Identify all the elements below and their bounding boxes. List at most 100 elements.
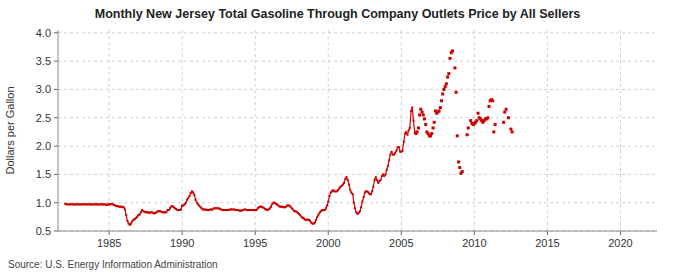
point — [363, 196, 365, 198]
point — [446, 75, 449, 78]
point — [316, 216, 318, 218]
point — [410, 110, 412, 112]
tick-mark — [547, 231, 548, 235]
tick-labels: 0.51.01.52.02.53.03.54.01985199019952000… — [36, 27, 633, 249]
y-tick-label: 0.5 — [36, 225, 51, 237]
point — [511, 130, 514, 133]
point — [403, 141, 405, 143]
point — [424, 123, 427, 126]
tick-mark — [54, 117, 58, 118]
point — [417, 126, 420, 129]
point — [487, 105, 490, 108]
point — [346, 176, 348, 178]
point — [124, 208, 126, 210]
series — [64, 107, 415, 226]
y-tick-label: 3.0 — [36, 83, 51, 95]
point — [187, 197, 189, 199]
point — [327, 201, 329, 203]
point — [461, 170, 464, 173]
grid-line — [109, 30, 110, 231]
point — [466, 133, 469, 136]
grid-line — [255, 30, 256, 231]
point — [412, 120, 414, 122]
tick-mark — [54, 61, 58, 62]
y-axis-label: Dollars per Gallon — [4, 86, 16, 174]
point — [439, 106, 442, 109]
tick-mark — [255, 231, 256, 235]
tick-mark — [182, 231, 183, 235]
point — [328, 195, 330, 197]
grid-line — [58, 117, 657, 118]
series — [414, 49, 513, 174]
point — [123, 206, 125, 208]
point — [411, 107, 413, 109]
point — [406, 134, 408, 136]
grid-line — [58, 89, 657, 90]
grid-line — [328, 30, 329, 231]
point — [315, 219, 317, 221]
point — [125, 214, 127, 216]
grid-line — [58, 146, 657, 147]
point — [453, 66, 456, 69]
tick-mark — [328, 231, 329, 235]
point — [502, 121, 505, 124]
plot-area — [58, 30, 657, 231]
point — [475, 119, 478, 122]
point — [193, 194, 195, 196]
point — [491, 99, 494, 102]
point — [370, 193, 372, 195]
point — [325, 207, 327, 209]
point — [507, 116, 510, 119]
source-note: Source: U.S. Energy Information Administ… — [8, 259, 218, 270]
tick-mark — [54, 231, 58, 232]
x-tick-label: 2010 — [462, 237, 486, 249]
point — [456, 134, 459, 137]
point — [387, 165, 389, 167]
point — [441, 92, 444, 95]
point — [140, 211, 142, 213]
tick-mark — [54, 146, 58, 147]
chart-container: 0.51.01.52.02.53.03.54.01985199019952000… — [0, 0, 675, 275]
point — [438, 109, 441, 112]
x-tick-label: 2000 — [316, 237, 340, 249]
point — [270, 206, 272, 208]
point — [467, 126, 470, 129]
point — [130, 223, 132, 225]
data — [64, 49, 513, 225]
point — [374, 179, 376, 181]
grid-line — [58, 61, 657, 62]
y-tick-label: 2.5 — [36, 112, 51, 124]
point — [405, 131, 407, 133]
point — [349, 189, 351, 191]
grid-line — [58, 202, 657, 203]
x-tick-label: 1985 — [97, 237, 121, 249]
point — [455, 91, 458, 94]
tick-mark — [401, 231, 402, 235]
point — [442, 88, 445, 91]
point — [398, 146, 400, 148]
title: Monthly New Jersey Total Gasoline Throug… — [95, 7, 581, 21]
point — [359, 210, 361, 212]
point — [458, 166, 461, 169]
point — [444, 85, 447, 88]
tick-mark — [54, 32, 58, 33]
point — [343, 182, 345, 184]
point — [401, 150, 403, 152]
point — [440, 99, 443, 102]
point — [416, 130, 419, 133]
point — [372, 186, 374, 188]
tick-mark — [54, 202, 58, 203]
point — [376, 179, 378, 181]
point — [188, 195, 190, 197]
grid-line — [58, 231, 657, 232]
y-tick-label: 1.0 — [36, 197, 51, 209]
point — [380, 179, 382, 181]
point — [477, 112, 480, 115]
point — [423, 117, 426, 120]
point — [469, 119, 472, 122]
y-axis-line — [58, 30, 59, 231]
point — [389, 154, 391, 156]
point — [394, 152, 396, 154]
point — [486, 116, 489, 119]
point — [139, 214, 141, 216]
